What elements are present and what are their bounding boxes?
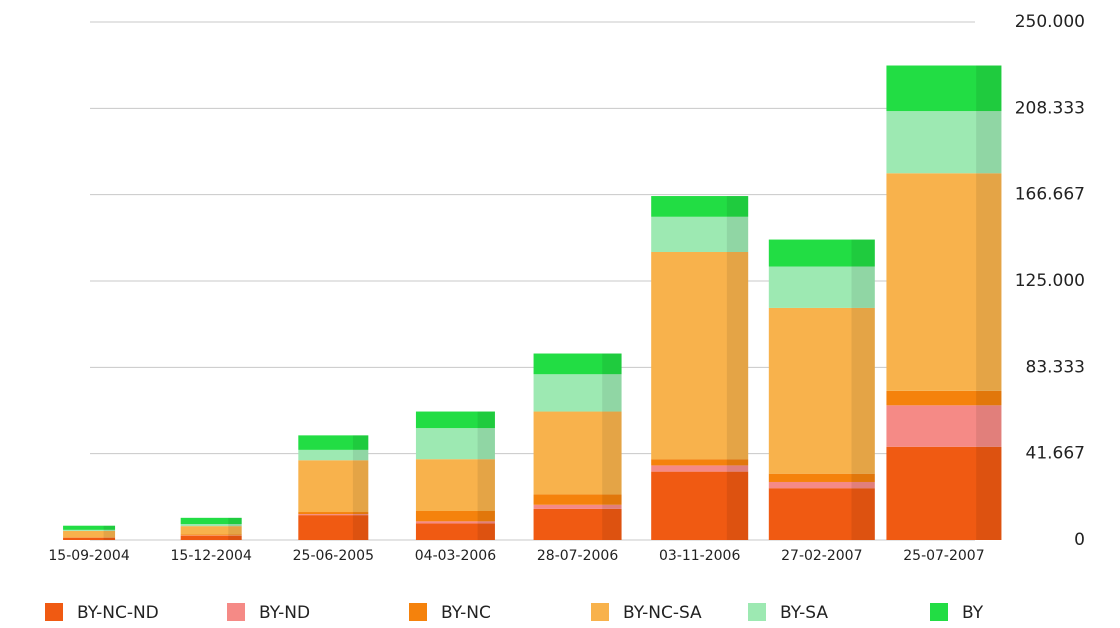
legend-label: BY-NC-ND (77, 603, 159, 623)
y-tick-label: 166.667 (1015, 185, 1085, 205)
y-tick-label: 208.333 (1015, 98, 1085, 118)
x-tick-label: 25-06-2005 (293, 548, 374, 564)
y-tick-label: 41.667 (1026, 444, 1085, 464)
legend-label: BY-NC-SA (623, 603, 702, 623)
bar-shade (851, 240, 874, 540)
legend-swatch (591, 603, 609, 621)
x-tick-label: 15-09-2004 (48, 548, 129, 564)
legend-swatch (227, 603, 245, 621)
legend-swatch (409, 603, 427, 621)
legend-swatch (748, 603, 766, 621)
legend-swatch (930, 603, 948, 621)
y-tick-label: 250.000 (1015, 12, 1085, 32)
bar-shade (228, 518, 241, 540)
y-tick-label: 83.333 (1026, 357, 1085, 377)
legend-label: BY-ND (259, 603, 310, 623)
bar-shade (104, 526, 115, 540)
legend-label: BY-SA (780, 603, 828, 623)
bar-shade (478, 412, 495, 540)
x-tick-label: 25-07-2007 (903, 548, 984, 564)
y-tick-label: 0 (1074, 530, 1085, 550)
legend-label: BY (962, 603, 984, 623)
x-tick-label: 28-07-2006 (537, 548, 618, 564)
x-tick-label: 15-12-2004 (171, 548, 252, 564)
x-tick-label: 03-11-2006 (659, 548, 740, 564)
bar-shade (727, 196, 748, 540)
legend-label: BY-NC (441, 603, 491, 623)
legend-swatch (45, 603, 63, 621)
bar-shade (976, 66, 1001, 540)
x-tick-label: 27-02-2007 (781, 548, 862, 564)
x-tick-label: 04-03-2006 (415, 548, 496, 564)
bar-shade (353, 435, 368, 540)
y-tick-label: 125.000 (1015, 271, 1085, 291)
bar-shade (602, 354, 621, 540)
